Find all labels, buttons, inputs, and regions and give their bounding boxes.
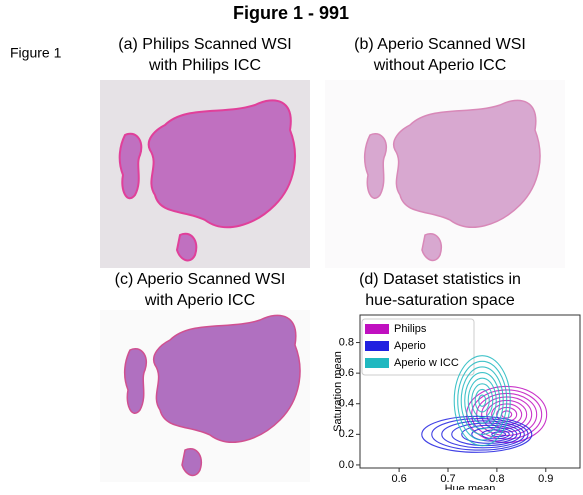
contour [464, 372, 501, 430]
caption: with Aperio ICC [144, 292, 255, 309]
y-tick-label: 0.2 [339, 428, 354, 440]
contour [421, 415, 533, 453]
legend-swatch [365, 358, 389, 368]
contour [467, 377, 497, 424]
chart-title: (d) Dataset statistics in [359, 271, 521, 288]
contour [461, 424, 518, 444]
legend-label: Aperio w ICC [394, 357, 459, 369]
contour [441, 420, 525, 449]
y-axis-label: Saturation mean [332, 351, 344, 432]
contour [453, 355, 511, 447]
caption: without Aperio ICC [373, 57, 507, 74]
plot-frame [359, 314, 581, 469]
contour [460, 366, 504, 435]
caption: (a) Philips Scanned WSI [118, 36, 291, 53]
y-tick-label: 0.6 [339, 367, 354, 379]
legend-label: Philips [394, 323, 427, 335]
caption: (b) Aperio Scanned WSI [354, 36, 526, 53]
chart-title: hue-saturation space [365, 292, 515, 309]
legend-swatch [365, 341, 389, 351]
contour [471, 427, 514, 442]
caption: with Philips ICC [148, 57, 261, 74]
caption: (c) Aperio Scanned WSI [115, 271, 286, 288]
contour [478, 394, 487, 407]
x-axis-label: Hue mean [445, 483, 496, 490]
figure-label: Figure 1 [10, 45, 62, 61]
y-tick-label: 0.0 [339, 459, 354, 471]
contour [501, 410, 513, 419]
x-tick-label: 0.8 [489, 473, 504, 485]
contour [474, 388, 490, 413]
x-tick-label: 0.6 [391, 473, 406, 485]
x-tick-label: 0.7 [440, 473, 455, 485]
contour [457, 360, 508, 441]
x-tick-label: 0.9 [538, 473, 553, 485]
legend-swatch [365, 324, 389, 334]
legend-label: Aperio [394, 340, 426, 352]
y-tick-label: 0.4 [339, 398, 354, 410]
legend-box [361, 318, 475, 376]
contour [431, 418, 529, 451]
contour [471, 383, 494, 419]
y-tick-label: 0.8 [339, 336, 354, 348]
figure-title: Figure 1 - 991 [233, 3, 349, 23]
